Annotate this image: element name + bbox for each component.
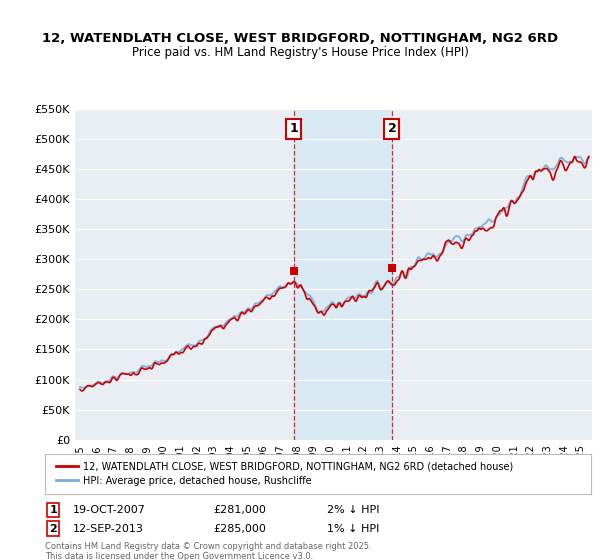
- Text: Price paid vs. HM Land Registry's House Price Index (HPI): Price paid vs. HM Land Registry's House …: [131, 46, 469, 59]
- Text: 1: 1: [289, 123, 298, 136]
- Text: 1: 1: [49, 505, 57, 515]
- Text: 1% ↓ HPI: 1% ↓ HPI: [327, 524, 379, 534]
- Legend: 12, WATENDLATH CLOSE, WEST BRIDGFORD, NOTTINGHAM, NG2 6RD (detached house), HPI:: 12, WATENDLATH CLOSE, WEST BRIDGFORD, NO…: [53, 458, 517, 489]
- Text: 12-SEP-2013: 12-SEP-2013: [73, 524, 144, 534]
- Text: 12, WATENDLATH CLOSE, WEST BRIDGFORD, NOTTINGHAM, NG2 6RD: 12, WATENDLATH CLOSE, WEST BRIDGFORD, NO…: [42, 32, 558, 45]
- Text: 2: 2: [388, 123, 397, 136]
- Text: 19-OCT-2007: 19-OCT-2007: [73, 505, 146, 515]
- Text: 2: 2: [49, 524, 57, 534]
- Text: Contains HM Land Registry data © Crown copyright and database right 2025.
This d: Contains HM Land Registry data © Crown c…: [45, 542, 371, 560]
- Text: 2% ↓ HPI: 2% ↓ HPI: [327, 505, 380, 515]
- Bar: [293, 109, 392, 440]
- Text: £281,000: £281,000: [213, 505, 266, 515]
- Text: £285,000: £285,000: [213, 524, 266, 534]
